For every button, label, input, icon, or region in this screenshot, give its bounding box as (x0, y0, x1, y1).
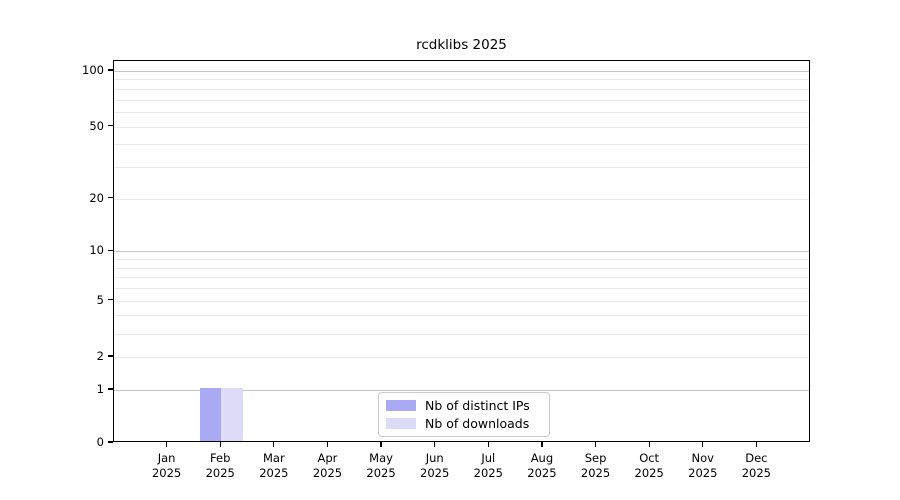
legend-label: Nb of downloads (425, 416, 530, 431)
x-tick-mark (434, 442, 436, 447)
x-tick-mark (219, 442, 221, 447)
plot-area (113, 60, 810, 442)
y-tick-label: 100 (82, 62, 104, 77)
y-tick-label: 5 (96, 292, 104, 307)
x-tick-label: Dec 2025 (741, 451, 772, 480)
gridline-minor (114, 277, 809, 279)
y-tick-label: 20 (89, 190, 104, 205)
x-tick-label: May 2025 (366, 451, 396, 480)
y-tick-label: 10 (89, 243, 104, 258)
x-tick-mark (326, 442, 329, 447)
x-tick-label: Mar 2025 (259, 451, 289, 480)
x-tick-label: Jul 2025 (473, 451, 503, 480)
gridline-minor (114, 144, 809, 146)
gridline-minor (114, 111, 809, 113)
y-tick-mark (108, 298, 113, 301)
gridline-major (114, 390, 809, 391)
gridline-minor (114, 259, 809, 261)
y-tick-mark (108, 197, 113, 199)
legend-entry: Nb of distinct IPs (386, 398, 541, 413)
y-tick-label: 1 (96, 382, 104, 396)
gridline-minor (114, 315, 809, 317)
y-tick-mark (108, 388, 113, 390)
x-tick-mark (648, 442, 650, 447)
x-tick-label: Nov 2025 (688, 451, 718, 480)
gridline-minor (114, 333, 809, 335)
legend-swatch-downloads (386, 418, 416, 429)
bar-distinct-ips (199, 388, 222, 441)
gridline-minor (114, 88, 809, 90)
x-tick-label: Jan 2025 (151, 451, 182, 480)
x-tick-mark (487, 442, 489, 447)
y-tick-label: 50 (89, 118, 104, 133)
legend-label: Nb of distinct IPs (425, 398, 530, 413)
x-tick-mark (165, 442, 168, 447)
gridline-minor (114, 79, 809, 81)
x-tick-label: Aug 2025 (527, 451, 557, 480)
gridline-minor (114, 198, 809, 200)
y-tick-label: 2 (96, 349, 104, 364)
x-tick-mark (594, 442, 597, 447)
gridline-minor (114, 267, 809, 269)
chart-title: rcdklibs 2025 (416, 37, 507, 53)
gridline-minor (114, 167, 809, 169)
gridline-minor (114, 99, 809, 101)
y-tick-mark (108, 441, 113, 443)
y-tick-mark (108, 69, 113, 71)
gridline-minor (114, 126, 809, 128)
x-tick-label: Oct 2025 (634, 451, 664, 480)
x-tick-label: Feb 2025 (205, 451, 235, 480)
x-tick-mark (380, 442, 382, 447)
x-tick-mark (755, 442, 758, 447)
gridline-major (114, 251, 809, 253)
y-tick-mark (108, 355, 113, 357)
y-tick-mark (108, 124, 113, 127)
x-tick-mark (702, 442, 704, 447)
bar-downloads (221, 388, 243, 441)
y-tick-label: 0 (96, 435, 104, 449)
x-tick-label: Sep 2025 (580, 451, 611, 480)
x-tick-label: Jun 2025 (420, 451, 450, 480)
gridline-minor (114, 300, 809, 302)
x-tick-mark (541, 442, 543, 447)
gridline-minor (114, 288, 809, 290)
legend-entry: Nb of downloads (386, 416, 541, 431)
gridline-minor (114, 357, 809, 359)
gridline-major (114, 70, 809, 72)
x-tick-label: Apr 2025 (312, 451, 343, 480)
legend-swatch-distinct-ips (386, 400, 416, 411)
legend: Nb of distinct IPs Nb of downloads (378, 392, 550, 437)
x-tick-mark (273, 442, 275, 447)
y-tick-mark (108, 249, 113, 251)
